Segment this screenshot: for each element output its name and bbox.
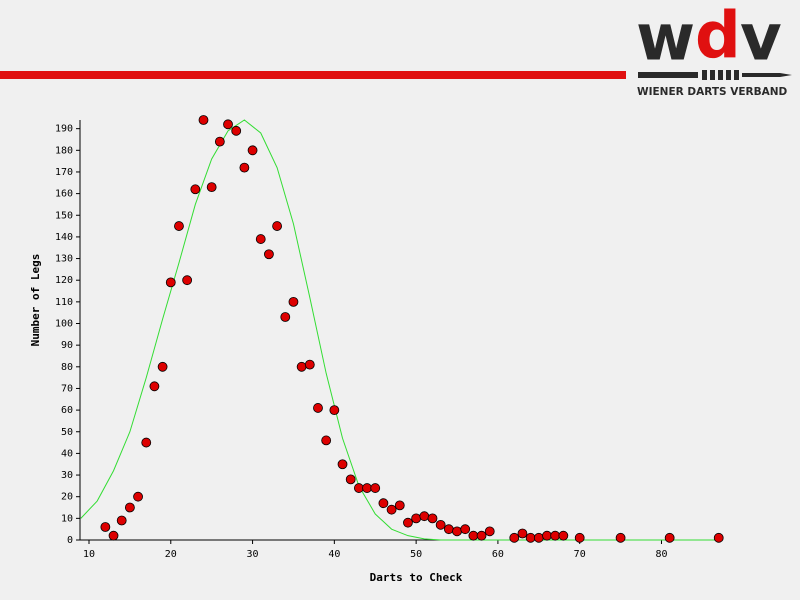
data-point [272, 221, 282, 231]
data-point [329, 405, 340, 416]
y-tick-label: 130 [55, 254, 73, 265]
data-point [525, 532, 536, 543]
data-point [165, 277, 176, 288]
y-tick-label: 0 [67, 535, 73, 546]
y-tick-label: 140 [55, 232, 73, 243]
data-point [108, 530, 119, 541]
data-point [100, 522, 111, 532]
data-point [313, 403, 323, 413]
y-tick-label: 20 [61, 492, 73, 503]
data-point [370, 483, 381, 493]
y-tick-label: 40 [61, 448, 73, 459]
data-point [157, 361, 168, 372]
logo-tagline: WIENER DARTS VERBAND [637, 86, 787, 98]
data-point [615, 532, 626, 543]
data-point [443, 524, 454, 535]
dart-graphic [638, 70, 792, 80]
x-tick-label: 50 [410, 549, 422, 560]
x-tick-label: 70 [574, 549, 586, 560]
data-point [574, 532, 585, 543]
y-tick-label: 60 [61, 405, 73, 416]
data-point [378, 498, 389, 509]
y-tick-label: 110 [55, 297, 73, 308]
y-tick-label: 170 [55, 167, 73, 178]
data-point [484, 526, 495, 537]
data-point [198, 115, 209, 125]
data-point [509, 532, 520, 543]
data-point [517, 528, 528, 539]
data-point [206, 182, 217, 193]
data-point [149, 381, 160, 392]
data-point [476, 530, 487, 541]
data-point [223, 119, 233, 130]
data-point [214, 136, 225, 147]
data-point [288, 296, 299, 307]
data-point [296, 361, 307, 372]
data-point [468, 530, 479, 541]
data-point [452, 526, 462, 537]
data-point [190, 184, 201, 195]
x-tick-label: 10 [83, 549, 95, 560]
data-point [542, 530, 552, 541]
data-point [664, 532, 675, 543]
data-point [419, 511, 430, 522]
data-point [460, 524, 471, 535]
x-tick-label: 20 [165, 549, 177, 560]
logo-letter: v [740, 2, 782, 76]
y-tick-label: 80 [61, 362, 73, 373]
data-point [174, 221, 184, 231]
data-point [345, 474, 356, 485]
x-tick-label: 40 [328, 549, 340, 560]
fit-curve [80, 119, 719, 541]
data-point [394, 500, 405, 511]
data-point [403, 517, 413, 528]
logo: w d v [636, 0, 782, 76]
data-point [353, 483, 364, 493]
data-point [141, 437, 152, 448]
x-tick-label: 30 [247, 549, 259, 560]
data-point [533, 532, 544, 543]
data-point [116, 515, 127, 526]
y-tick-label: 160 [55, 189, 73, 200]
y-tick-label: 50 [61, 427, 73, 438]
data-point [182, 275, 193, 286]
data-point [411, 513, 422, 524]
data-point [247, 145, 258, 156]
y-axis-title: Number of Legs [29, 254, 42, 347]
data-point [427, 513, 438, 524]
data-point [386, 504, 397, 515]
x-axis-title: Darts to Check [370, 571, 463, 584]
x-tick-label: 80 [655, 549, 667, 560]
y-tick-label: 100 [55, 319, 73, 330]
logo-letter: w [636, 2, 695, 76]
data-point [255, 234, 266, 244]
y-tick-label: 30 [61, 470, 73, 481]
data-point [231, 125, 242, 136]
data-point [124, 502, 135, 513]
y-tick-label: 10 [61, 513, 73, 524]
header-bar [0, 71, 626, 79]
data-point [558, 530, 569, 541]
y-tick-label: 120 [55, 275, 73, 286]
data-point [713, 532, 724, 543]
x-tick-label: 60 [492, 549, 504, 560]
data-point [280, 312, 291, 322]
data-point [239, 162, 250, 173]
y-tick-label: 150 [55, 210, 73, 221]
y-tick-label: 90 [61, 340, 73, 351]
y-tick-label: 180 [55, 145, 73, 156]
data-point [264, 249, 274, 260]
data-point [362, 483, 372, 493]
data-point [550, 530, 561, 541]
logo-letter: d [695, 0, 741, 74]
data-point [133, 491, 143, 502]
data-point [321, 435, 332, 446]
data-point [304, 359, 315, 370]
data-point [337, 459, 348, 470]
y-tick-label: 190 [55, 124, 73, 135]
y-tick-label: 70 [61, 383, 73, 394]
data-point [435, 519, 446, 530]
